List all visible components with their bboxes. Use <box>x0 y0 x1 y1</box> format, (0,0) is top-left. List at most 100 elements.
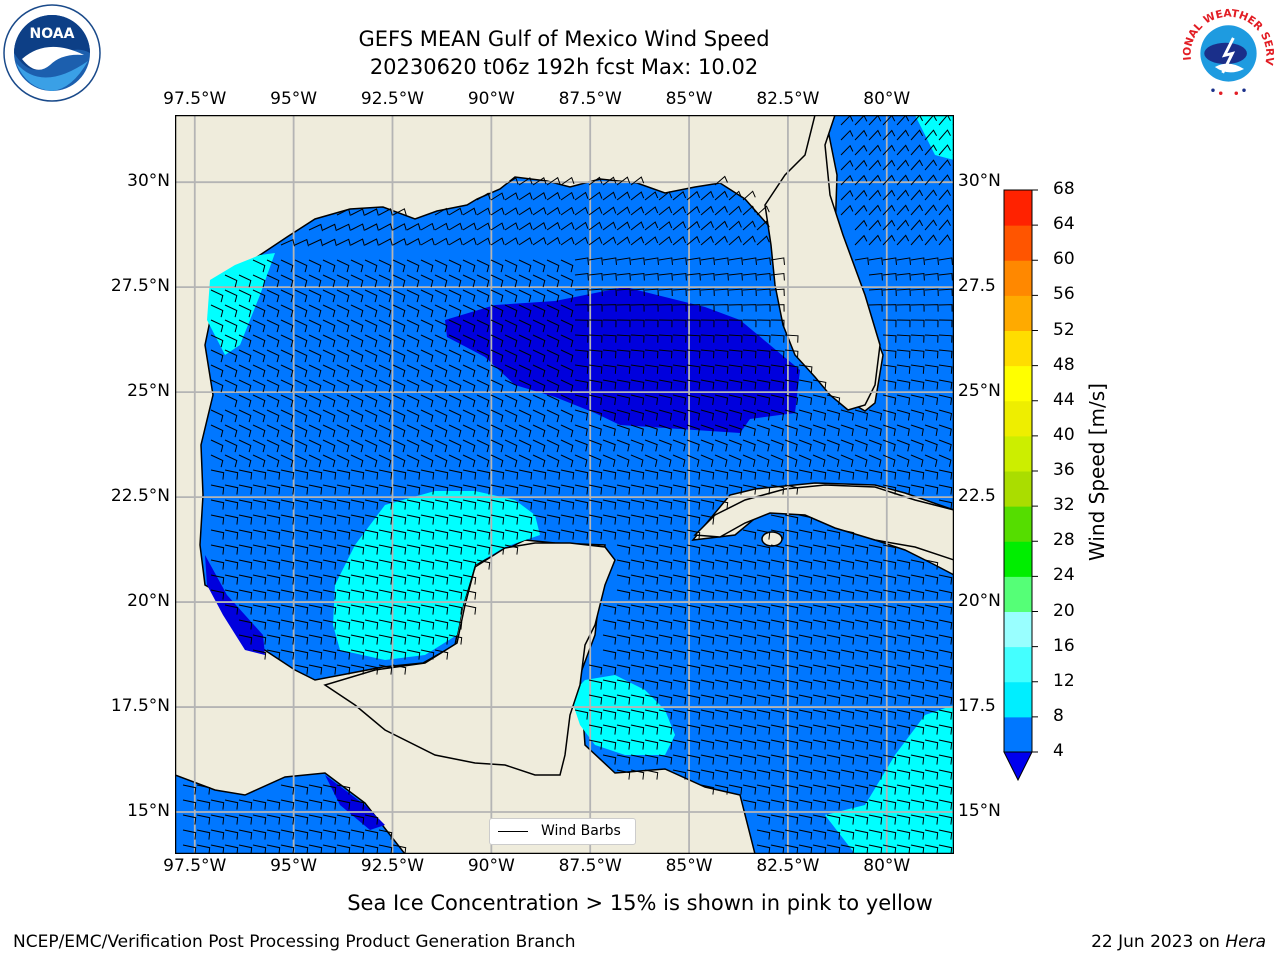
wind-barb <box>882 319 897 328</box>
wind-barb <box>336 634 351 645</box>
wind-barb <box>826 559 841 570</box>
wind-barb <box>420 574 435 585</box>
wind-barb <box>462 469 477 480</box>
wind-barb <box>532 499 547 510</box>
wind-barb <box>560 394 574 408</box>
wind-barb <box>532 529 547 540</box>
wind-barb <box>924 129 938 141</box>
wind-barb <box>490 319 504 333</box>
noaa-logo-text: NOAA <box>30 26 75 42</box>
wind-barb <box>840 739 855 750</box>
wind-barb <box>364 259 378 273</box>
wind-barb <box>756 604 771 615</box>
wind-barb <box>224 844 239 854</box>
wind-barb <box>854 589 869 600</box>
wind-barb <box>392 379 406 393</box>
wind-barb <box>630 349 645 359</box>
wind-barb <box>784 439 798 452</box>
wind-barb <box>714 439 728 452</box>
wind-barb <box>644 236 659 246</box>
wind-barb <box>742 257 757 265</box>
wind-barb <box>924 694 939 705</box>
wind-barb <box>336 574 351 585</box>
wind-barb <box>378 238 393 246</box>
wind-barb <box>938 349 953 359</box>
wind-barb <box>882 769 897 780</box>
wind-barb <box>658 634 673 645</box>
wind-barb <box>644 679 659 690</box>
wind-barb <box>350 559 365 570</box>
wind-barb <box>854 129 868 141</box>
wind-barb <box>672 349 687 359</box>
wind-barb <box>280 499 295 510</box>
wind-barb <box>742 649 757 660</box>
wind-barb <box>238 364 252 378</box>
wind-barb <box>812 754 827 765</box>
wind-barb <box>616 499 631 510</box>
wind-barb <box>518 469 533 480</box>
lat-tick-label-right: 30°N <box>958 171 1001 192</box>
wind-barb <box>770 649 785 660</box>
wind-barb <box>840 189 854 201</box>
wind-barb <box>910 469 925 480</box>
wind-barb <box>630 739 645 750</box>
wind-barb <box>910 754 925 765</box>
wind-barb <box>868 174 882 186</box>
wind-barb <box>392 334 406 348</box>
wind-barb <box>826 619 841 630</box>
wind-barb <box>588 424 602 436</box>
wind-barb <box>392 544 407 555</box>
wind-barb <box>602 709 617 720</box>
wind-barb <box>700 574 715 585</box>
wind-barb <box>308 529 323 540</box>
wind-barb <box>462 574 477 585</box>
wind-barb <box>280 829 295 840</box>
wind-barb <box>560 206 575 216</box>
wind-barb <box>910 619 925 630</box>
wind-barb <box>322 334 336 348</box>
wind-barb <box>560 364 574 378</box>
wind-barb <box>574 304 589 312</box>
lat-tick-label-right: 17.5 <box>958 696 996 717</box>
wind-barb <box>728 319 743 328</box>
wind-barb <box>770 769 785 780</box>
colorbar-segment <box>1004 365 1032 402</box>
wind-barb <box>406 364 420 378</box>
colorbar-tick-label: 4 <box>1053 741 1064 761</box>
wind-barb <box>280 238 295 247</box>
wind-barb <box>700 469 715 480</box>
wind-barb <box>336 439 350 453</box>
wind-barb <box>630 272 645 281</box>
wind-barb <box>742 205 756 216</box>
wind-barb <box>742 799 757 810</box>
wind-barb <box>420 364 434 378</box>
wind-barb <box>868 769 883 780</box>
wind-barb <box>714 454 728 467</box>
wind-barb <box>378 514 393 525</box>
wind-barb <box>252 799 267 810</box>
wind-barb <box>210 439 224 453</box>
wind-barb <box>308 223 323 232</box>
wind-barb <box>462 349 476 363</box>
wind-barb <box>504 274 518 288</box>
wind-barb <box>210 364 224 378</box>
wind-barb <box>574 484 589 495</box>
wind-barb <box>630 529 645 540</box>
wind-barb <box>812 424 826 436</box>
wind-barb <box>392 574 407 585</box>
wind-barb <box>448 364 462 378</box>
wind-barb <box>672 220 687 231</box>
wind-barb <box>910 219 924 231</box>
wind-barb <box>518 499 533 510</box>
wind-barb <box>350 619 365 630</box>
wind-barb <box>700 235 714 246</box>
wind-barb <box>868 814 883 825</box>
wind-barb <box>644 206 659 216</box>
wind-barb <box>728 409 743 421</box>
wind-barb <box>462 484 477 495</box>
wind-barb <box>602 319 617 328</box>
wind-barb <box>896 484 911 495</box>
wind-barb <box>728 469 743 480</box>
wind-barb <box>896 394 911 405</box>
wind-barb <box>518 319 532 333</box>
